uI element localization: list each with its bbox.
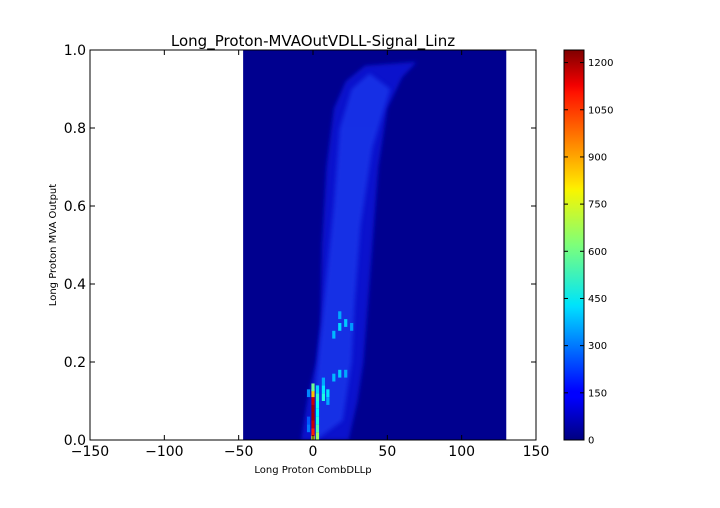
colorbar-tick-label: 1200 (588, 58, 613, 69)
x-tick-label: −50 (224, 444, 254, 460)
chart-title: Long_Proton-MVAOutVDLL-Signal_Linz (171, 32, 455, 51)
x-tick-label: −100 (145, 444, 183, 460)
heatmap-cell (315, 385, 320, 394)
heatmap-cell (344, 369, 348, 378)
heatmap-cell (326, 397, 330, 405)
density-band (301, 61, 418, 440)
heatmap-cell (338, 323, 342, 331)
heatmap-cell (311, 389, 315, 398)
colorbar-axis: 0 150 300 450 600 750 900 1050 1200 (564, 58, 613, 447)
heatmap-cell (321, 393, 326, 401)
colorbar-tick-label: 150 (588, 388, 607, 399)
heatmap-cell (311, 420, 315, 429)
heatmap-cell (350, 323, 354, 331)
heatmap-cell (306, 424, 311, 433)
heatmap-cell (315, 401, 320, 409)
heatmap-cell (306, 389, 311, 398)
y-axis: 0.0 0.2 0.4 0.6 0.8 1.0 (64, 43, 536, 449)
heatmap-cell (306, 416, 311, 425)
colorbar-tick-label: 0 (588, 436, 594, 447)
heatmap-cell (315, 408, 320, 417)
heatmap-cells (306, 311, 354, 440)
x-tick-label: 0 (309, 444, 318, 460)
heatmap-cell (315, 424, 320, 433)
heatmap-cell (311, 428, 315, 437)
x-tick-label: 50 (378, 444, 396, 460)
x-axis-label: Long Proton CombDLLp (254, 465, 371, 476)
x-axis: −150 −100 −50 0 50 100 150 (71, 50, 550, 460)
colorbar-tick-label: 300 (588, 341, 607, 352)
y-tick-label: 0.8 (64, 121, 86, 137)
y-tick-label: 1.0 (64, 43, 86, 59)
y-tick-label: 0.4 (64, 277, 86, 293)
heatmap-cell (326, 389, 330, 398)
y-tick-label: 0.0 (64, 433, 86, 449)
heatmap-cell (338, 311, 342, 320)
y-tick-label: 0.2 (64, 355, 86, 371)
colorbar-tick-label: 900 (588, 152, 607, 163)
heatmap-cell (321, 385, 326, 394)
heatmap-cell (315, 393, 320, 401)
colorbar-tick-label: 1050 (588, 105, 613, 116)
heatmap-cell (315, 432, 320, 440)
colorbar-tick-label: 600 (588, 247, 607, 258)
heatmap-cell (321, 377, 326, 386)
x-tick-label: 100 (448, 444, 475, 460)
y-axis-label: Long Proton MVA Output (48, 184, 59, 306)
heatmap-cell (311, 404, 315, 413)
density-core-shape (315, 73, 391, 440)
x-tick-label: −150 (71, 444, 109, 460)
heatmap-cell (338, 369, 342, 378)
heatmap-cell (344, 319, 348, 327)
colorbar-tick-label: 450 (588, 294, 607, 305)
heatmap-cell (311, 412, 315, 421)
heatmap-cell (311, 383, 315, 392)
heatmap-cell (332, 330, 336, 339)
x-tick-label: 150 (523, 444, 550, 460)
y-tick-label: 0.6 (64, 199, 86, 215)
heatmap-cell (315, 416, 320, 425)
colorbar (563, 49, 585, 441)
heatmap-cell (332, 373, 336, 382)
colorbar-tick-label: 750 (588, 200, 607, 211)
heatmap-cell (311, 397, 315, 405)
